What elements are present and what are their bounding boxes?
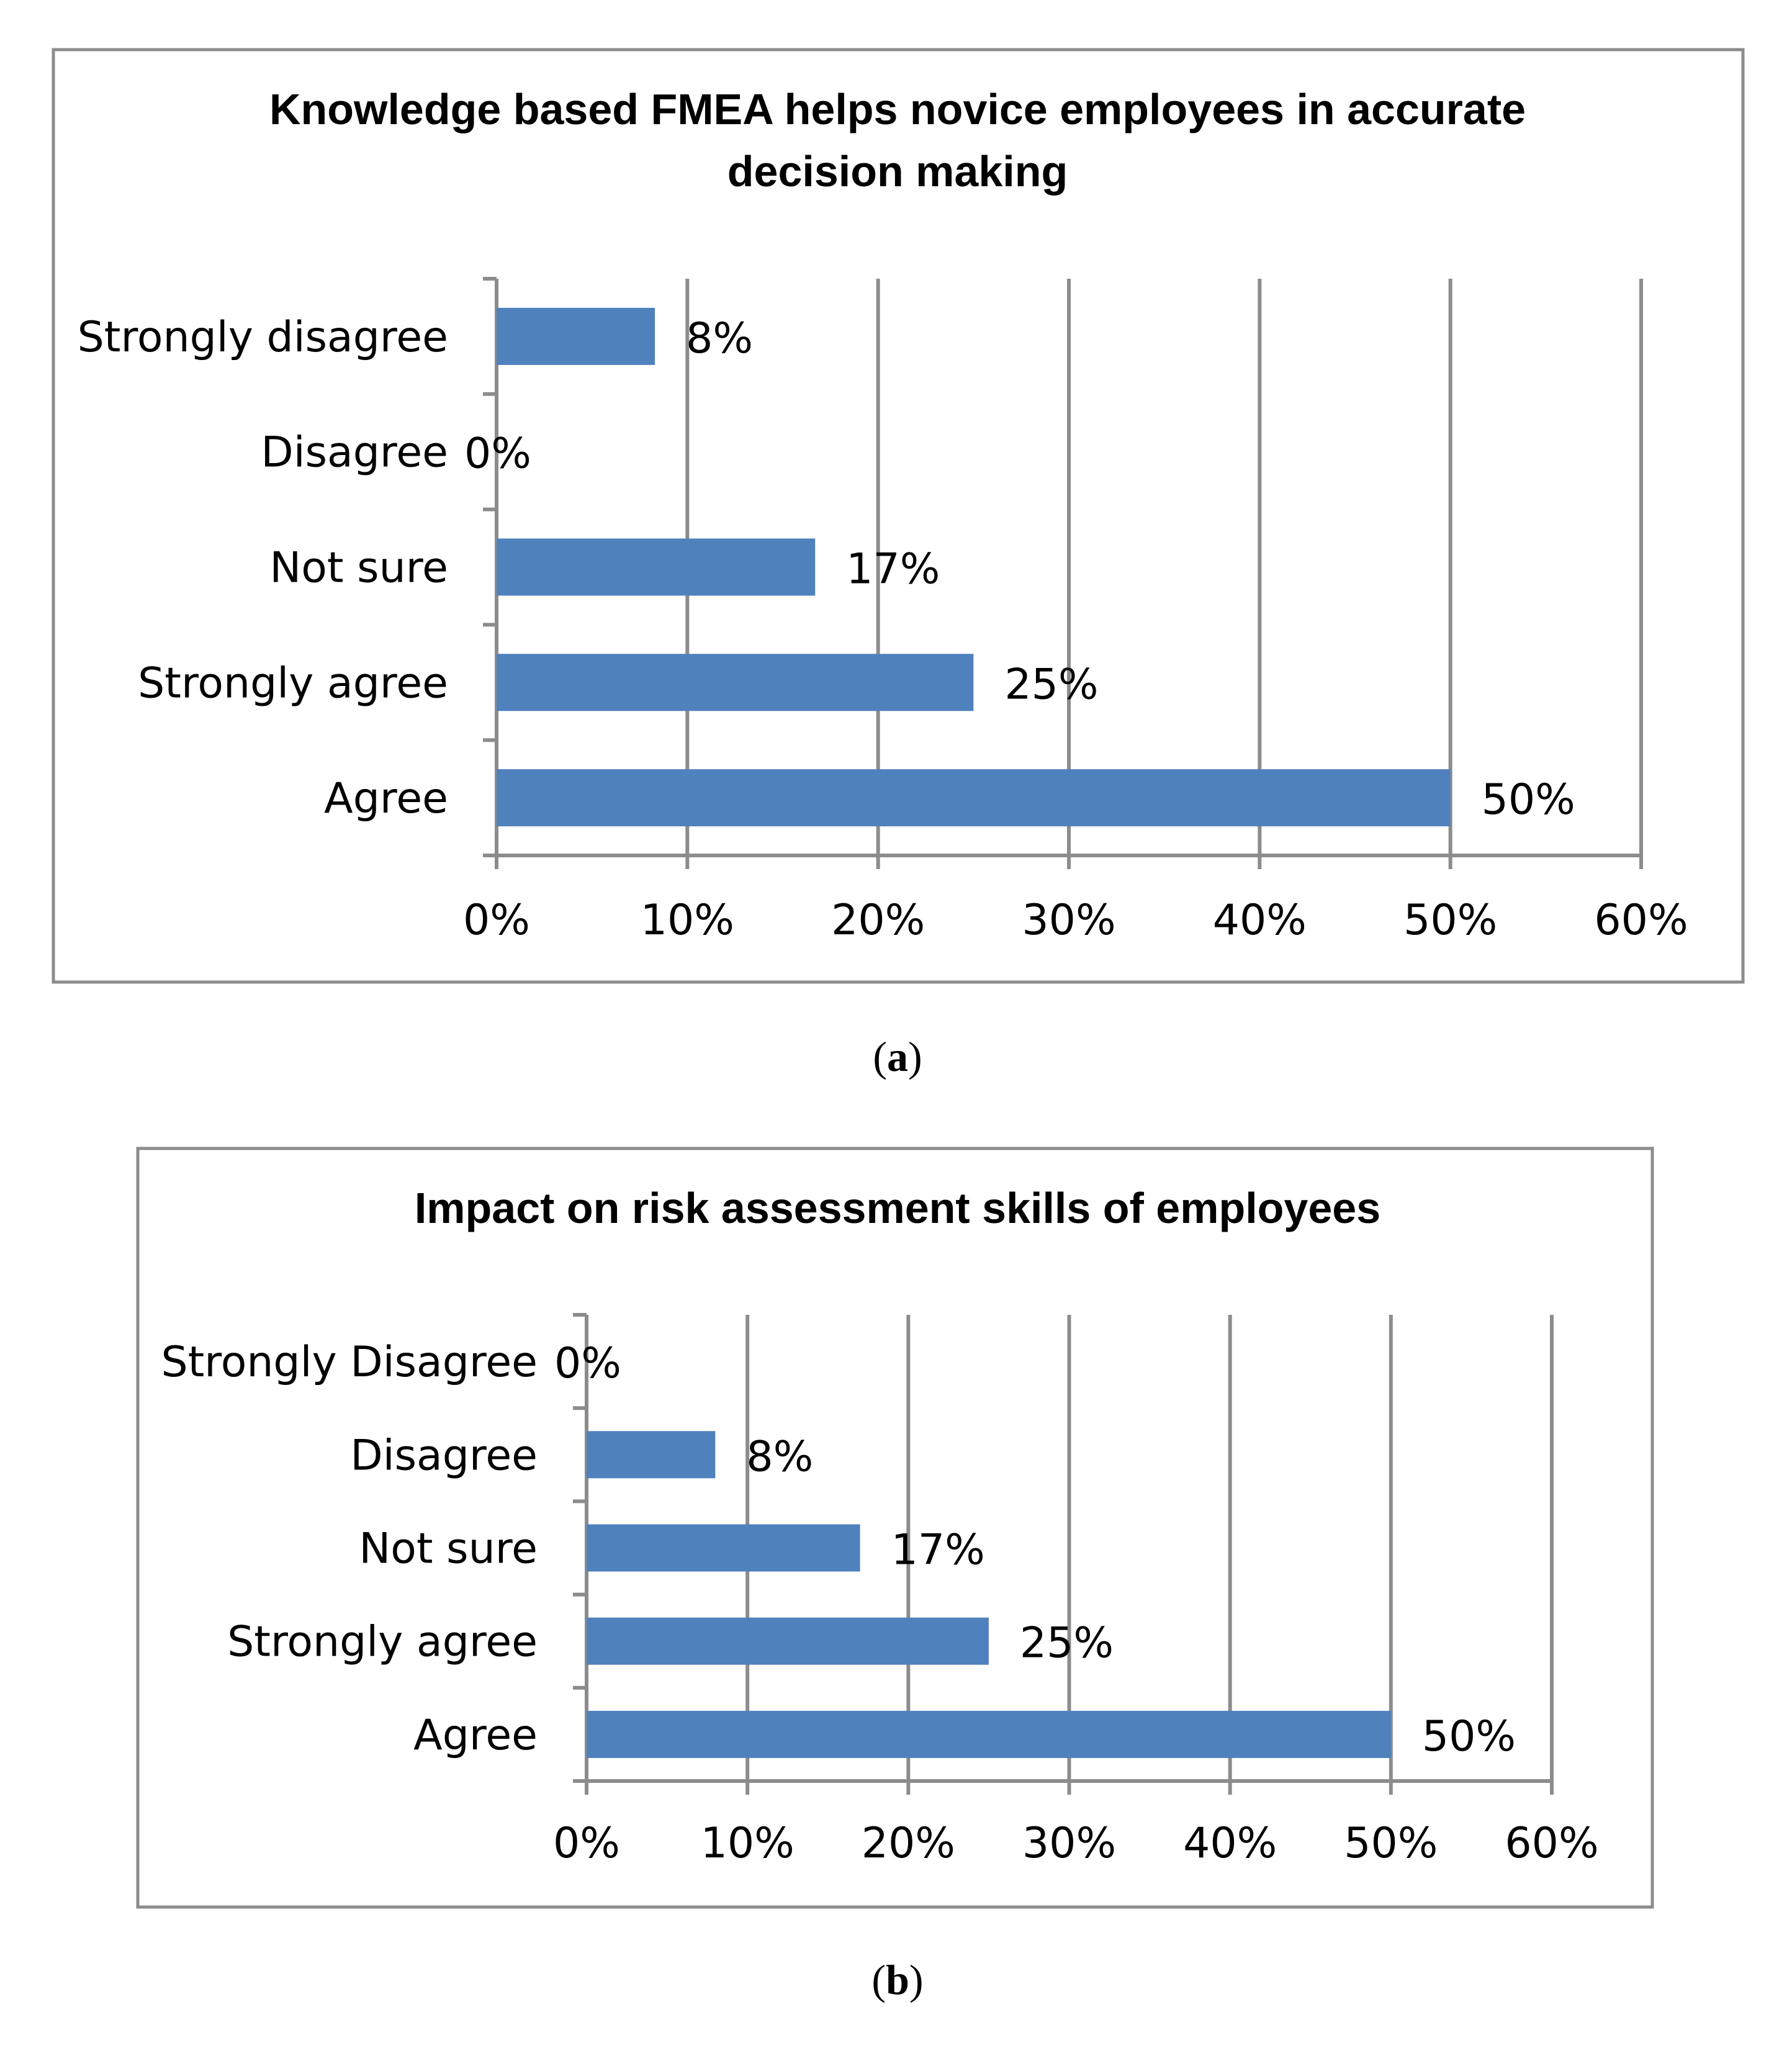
data-label: 0% — [554, 1339, 621, 1388]
panel-caption: (a) — [873, 1033, 922, 1080]
x-tick-label: 30% — [1022, 1819, 1116, 1868]
bar — [497, 769, 1451, 827]
x-tick-label: 40% — [1183, 1819, 1277, 1868]
data-label: 17% — [846, 545, 940, 594]
data-label: 50% — [1482, 775, 1575, 824]
chart-b: Impact on risk assessment skills of empl… — [136, 1147, 1654, 2003]
x-tick-label: 10% — [701, 1819, 795, 1868]
x-tick-label: 60% — [1505, 1819, 1598, 1868]
bar — [587, 1431, 716, 1479]
x-tick-label: 20% — [862, 1819, 955, 1868]
x-tick-label: 30% — [1022, 896, 1115, 945]
x-tick-label: 50% — [1344, 1819, 1438, 1868]
category-label: Strongly Disagree — [161, 1338, 538, 1387]
chart-frame — [52, 48, 1745, 984]
category-label: Disagree — [350, 1431, 538, 1480]
data-label: 8% — [746, 1432, 813, 1481]
category-label: Strongly agree — [227, 1618, 538, 1667]
category-label: Agree — [324, 774, 448, 823]
bar — [497, 307, 655, 365]
data-label: 0% — [464, 430, 531, 479]
bar — [587, 1617, 989, 1665]
x-tick-label: 60% — [1594, 896, 1688, 945]
data-label: 25% — [1020, 1619, 1114, 1668]
panel-caption: (b) — [871, 1956, 923, 2003]
category-label: Not sure — [269, 544, 448, 593]
x-tick-label: 0% — [553, 1819, 620, 1868]
chart-title-line: Impact on risk assessment skills of empl… — [415, 1184, 1380, 1232]
bar — [587, 1710, 1391, 1758]
x-tick-label: 50% — [1403, 896, 1497, 945]
category-label: Not sure — [359, 1525, 538, 1574]
data-label: 8% — [686, 314, 753, 363]
chart-title-line: decision making — [727, 147, 1068, 196]
data-label: 17% — [891, 1526, 985, 1575]
chart-title-line: Knowledge based FMEA helps novice employ… — [269, 85, 1526, 133]
data-label: 25% — [1004, 660, 1098, 709]
bar — [497, 654, 974, 711]
bar — [497, 538, 816, 596]
data-label: 50% — [1422, 1712, 1516, 1761]
category-label: Strongly agree — [138, 659, 448, 708]
chart-a: Knowledge based FMEA helps novice employ… — [52, 48, 1745, 1080]
panel-letter: a — [887, 1033, 908, 1080]
x-tick-label: 10% — [641, 896, 734, 945]
panel-letter: b — [886, 1956, 909, 2003]
category-label: Strongly disagree — [78, 313, 448, 362]
category-label: Agree — [413, 1711, 538, 1760]
x-tick-label: 0% — [463, 896, 530, 945]
category-label: Disagree — [261, 428, 448, 477]
x-tick-label: 20% — [831, 896, 925, 945]
x-tick-label: 40% — [1213, 896, 1307, 945]
bar — [587, 1524, 860, 1572]
